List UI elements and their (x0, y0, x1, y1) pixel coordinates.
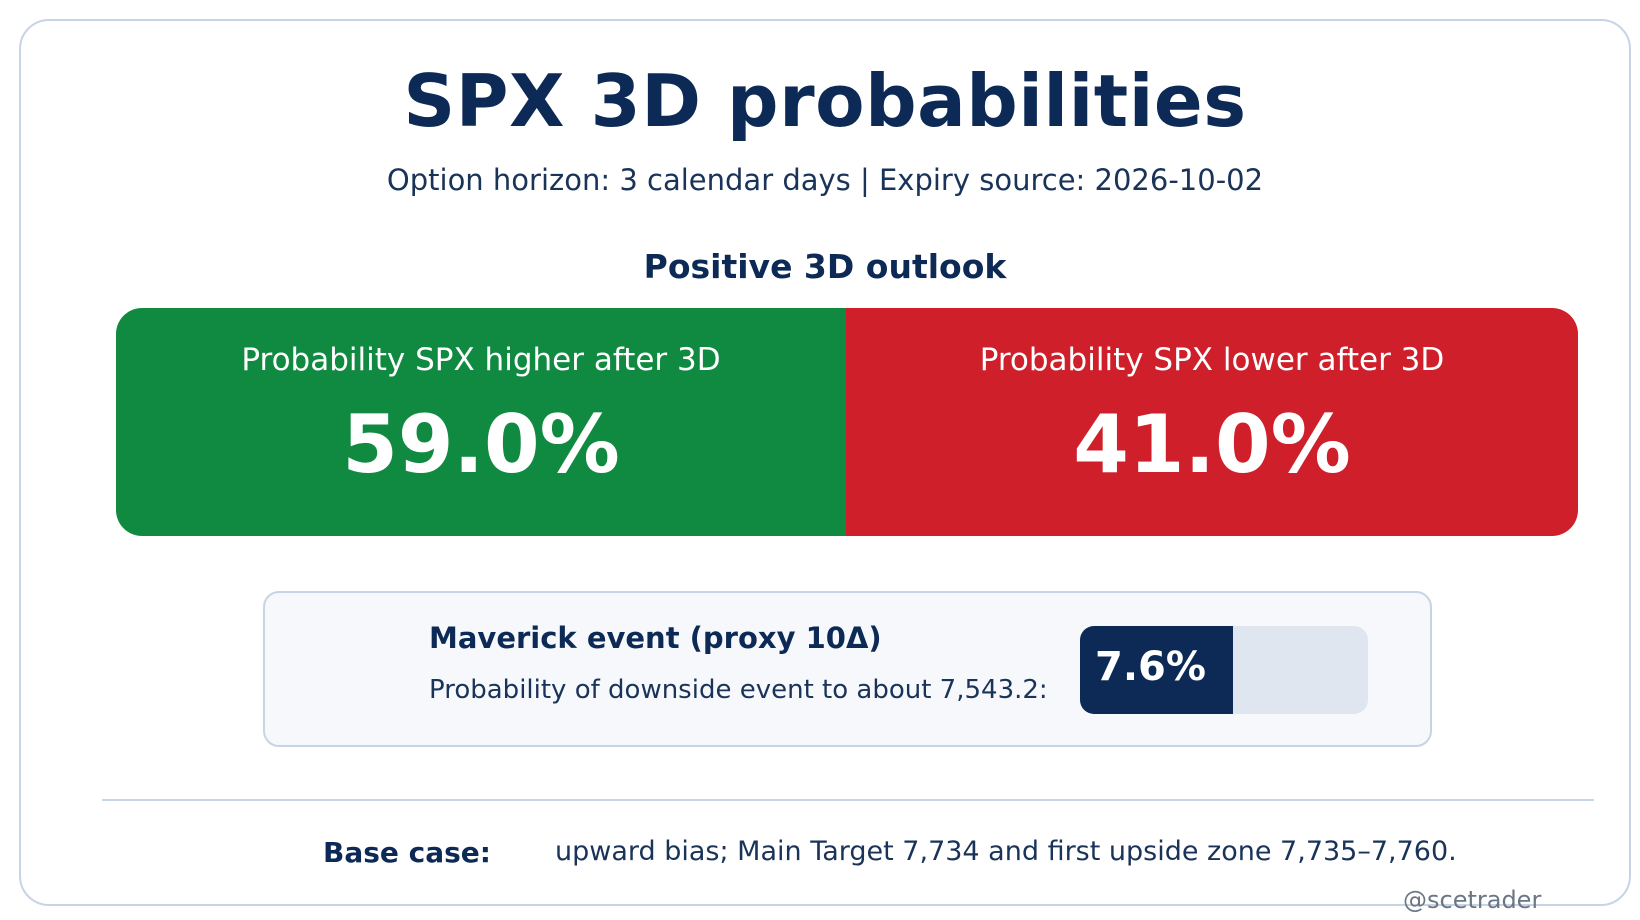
section-divider (102, 799, 1594, 801)
base-case-label: Base case: (323, 836, 491, 869)
higher-probability-value: 59.0% (342, 398, 620, 491)
outlook-heading: Positive 3D outlook (643, 247, 1007, 286)
maverick-progress-bar: 7.6% (1080, 626, 1368, 714)
maverick-event-box: Maverick event (proxy 10Δ) Probability o… (263, 591, 1432, 747)
lower-probability-label: Probability SPX lower after 3D (979, 342, 1445, 378)
base-case-text: upward bias; Main Target 7,734 and first… (555, 836, 1457, 867)
maverick-probability-value: 7.6% (1095, 644, 1206, 690)
higher-probability-panel: Probability SPX higher after 3D 59.0% (116, 308, 846, 536)
maverick-title: Maverick event (proxy 10Δ) (429, 621, 882, 655)
maverick-progress-fill (1080, 626, 1233, 714)
maverick-description: Probability of downside event to about 7… (429, 675, 1048, 705)
lower-probability-value: 41.0% (1073, 398, 1351, 491)
author-handle: @scetrader (1403, 886, 1542, 914)
probability-card: SPX 3D probabilities Option horizon: 3 c… (19, 19, 1631, 914)
probability-split-bar: Probability SPX higher after 3D 59.0% Pr… (116, 308, 1578, 536)
page-subtitle: Option horizon: 3 calendar days | Expiry… (386, 163, 1264, 197)
higher-probability-label: Probability SPX higher after 3D (241, 342, 721, 378)
lower-probability-panel: Probability SPX lower after 3D 41.0% (846, 308, 1578, 536)
page-title: SPX 3D probabilities (403, 59, 1247, 143)
